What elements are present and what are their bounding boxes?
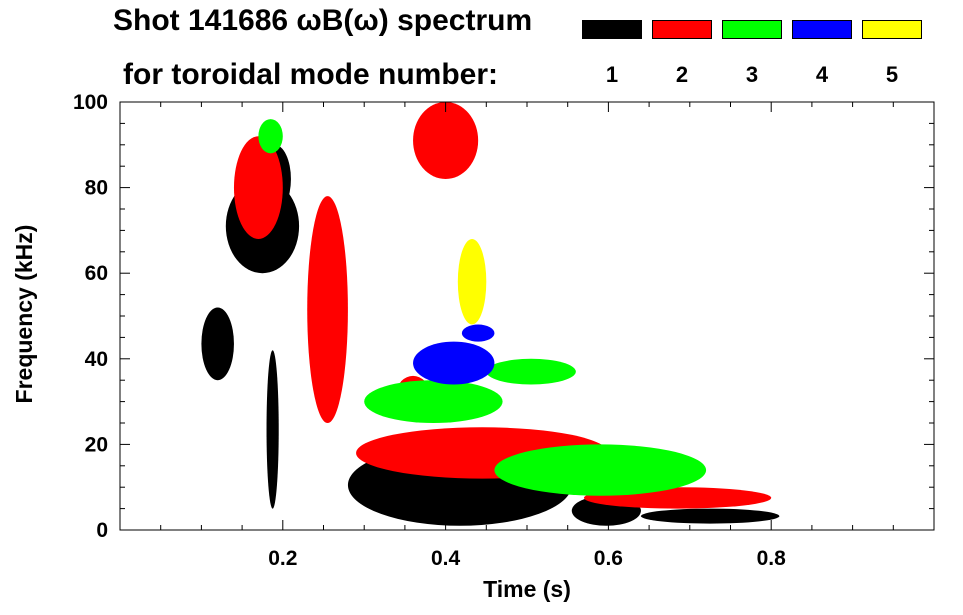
series-mode-2 <box>233 102 772 509</box>
x-tick-label: 0.8 <box>757 547 787 570</box>
y-tick-label: 80 <box>85 177 108 200</box>
legend-label-mode-4: 4 <box>815 62 829 87</box>
axes: 0.2 0.4 0.6 0.8 0 20 40 60 80 100 <box>73 91 935 570</box>
chart-title-line2: for toroidal mode number: <box>123 58 498 91</box>
mode-4-feature-1 <box>413 341 495 385</box>
mode-3-feature-2 <box>486 358 576 385</box>
x-tick-label: 0.4 <box>431 547 461 570</box>
legend-swatch-mode-1 <box>582 20 642 39</box>
y-tick-label: 40 <box>85 348 108 371</box>
mode-1-feature-3 <box>640 508 780 524</box>
x-axis-label: Time (s) <box>483 576 571 602</box>
mode-3-feature-1 <box>364 380 503 423</box>
mode-1-feature-4 <box>201 307 234 381</box>
legend-swatch-mode-3 <box>722 20 782 39</box>
series-mode-3 <box>258 119 707 496</box>
mode-1-feature-6 <box>266 350 279 509</box>
series-mode-4 <box>413 324 495 385</box>
legend-swatch-mode-4 <box>792 20 852 39</box>
mode-4-feature-2 <box>461 324 495 342</box>
legend-swatch-mode-5 <box>862 20 922 39</box>
y-tick-label: 20 <box>85 433 108 456</box>
legend-label-mode-1: 1 <box>605 62 619 87</box>
mode-2-feature-5 <box>233 136 283 239</box>
y-tick-label: 60 <box>85 262 108 285</box>
mode-2-feature-4 <box>413 102 479 180</box>
mode-3-feature-4 <box>258 119 283 154</box>
x-tick-label: 0.2 <box>268 547 297 570</box>
chart-title-line1: Shot 141686 ωB(ω) spectrum <box>113 4 533 37</box>
mode-3-feature-3 <box>494 444 707 496</box>
series-mode-5 <box>457 238 487 325</box>
y-tick-label: 100 <box>73 91 108 114</box>
mode-5-feature-1 <box>457 238 487 325</box>
legend-label-mode-3: 3 <box>745 62 759 87</box>
legend-swatch-mode-2 <box>652 20 712 39</box>
mode-2-feature-3 <box>307 196 348 423</box>
y-axis-label: Frequency (kHz) <box>11 225 37 404</box>
x-tick-label: 0.6 <box>594 547 623 570</box>
y-tick-label: 0 <box>96 519 108 542</box>
plot-area <box>201 102 780 526</box>
legend-label-mode-2: 2 <box>675 62 689 87</box>
legend-label-mode-5: 5 <box>885 62 899 87</box>
